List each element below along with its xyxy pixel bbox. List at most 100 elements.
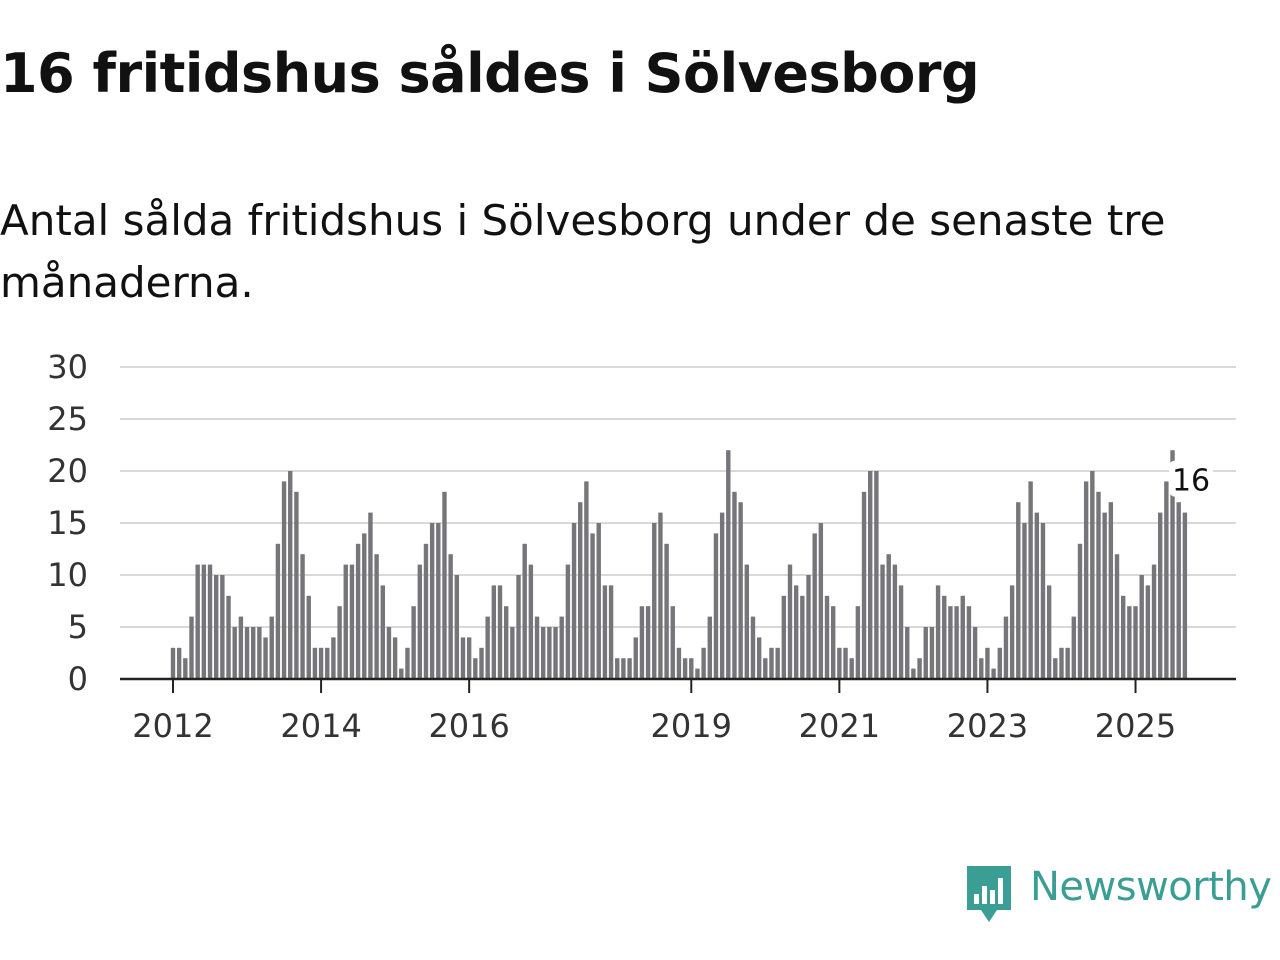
bar <box>985 647 990 679</box>
bar <box>608 585 614 679</box>
bar <box>713 533 719 679</box>
bar <box>1145 585 1151 679</box>
bar <box>905 627 910 679</box>
bar <box>645 606 651 679</box>
bar <box>232 627 237 679</box>
bar <box>1158 512 1163 679</box>
bar <box>183 658 188 679</box>
bar <box>1102 512 1107 679</box>
bar <box>1040 523 1046 679</box>
bar <box>244 627 250 679</box>
bar <box>874 471 879 679</box>
value-label-background <box>1169 460 1214 497</box>
x-tick-label: 2019 <box>651 707 732 745</box>
bar <box>275 543 281 679</box>
bar <box>213 575 219 679</box>
bar <box>337 606 342 679</box>
bar <box>732 491 737 679</box>
bar <box>1034 512 1039 679</box>
bar <box>362 533 367 679</box>
bar <box>1133 606 1138 679</box>
bar <box>861 491 867 679</box>
bar <box>399 668 404 679</box>
bar <box>257 627 262 679</box>
y-tick-label: 10 <box>47 556 88 594</box>
bar <box>349 564 355 679</box>
x-tick-label: 2023 <box>947 707 1028 745</box>
bar <box>1071 616 1077 679</box>
bar <box>380 585 385 679</box>
bar <box>769 647 774 679</box>
bar <box>868 471 873 679</box>
bar <box>466 637 472 679</box>
bar <box>701 647 706 679</box>
bar <box>843 647 848 679</box>
bar <box>565 564 571 679</box>
bar <box>269 616 274 679</box>
bar <box>473 658 478 679</box>
y-tick-label: 20 <box>47 452 88 490</box>
bar <box>793 585 799 679</box>
bar <box>392 637 398 679</box>
bar <box>201 564 207 679</box>
bar <box>929 627 935 679</box>
bar <box>664 543 669 679</box>
bar <box>503 606 509 679</box>
bar <box>331 637 336 679</box>
bar <box>652 523 657 679</box>
x-tick-label: 2025 <box>1095 707 1176 745</box>
bar <box>997 647 1002 679</box>
bar <box>633 637 638 679</box>
bar <box>744 564 750 679</box>
bar <box>559 616 564 679</box>
bar <box>300 554 305 679</box>
bar <box>534 616 540 679</box>
bar <box>1127 606 1132 679</box>
bar <box>411 606 416 679</box>
bar <box>541 627 546 679</box>
brand-name: Newsworthy <box>1030 864 1272 910</box>
bar <box>491 585 497 679</box>
bar <box>812 533 817 679</box>
bar <box>386 627 392 679</box>
brand-logo: Newsworthy <box>964 864 1272 926</box>
bar <box>689 658 694 679</box>
bar <box>405 647 410 679</box>
bar <box>923 627 928 679</box>
bar <box>195 564 200 679</box>
bar <box>942 595 947 679</box>
bar <box>263 637 268 679</box>
bar <box>516 575 521 679</box>
chart-subtitle: Antal sålda fritidshus i Sölvesborg unde… <box>0 196 1166 307</box>
bar <box>1114 554 1120 679</box>
bar <box>954 606 959 679</box>
bar <box>417 564 422 679</box>
bar <box>510 627 515 679</box>
bar <box>892 564 898 679</box>
bar <box>176 647 182 679</box>
bar <box>1003 616 1009 679</box>
bar <box>911 668 916 679</box>
bar <box>824 595 830 679</box>
x-tick-label: 2012 <box>132 707 213 745</box>
bar <box>1139 575 1144 679</box>
bar <box>781 595 787 679</box>
x-tick-label: 2014 <box>280 707 361 745</box>
bar <box>485 616 490 679</box>
bar <box>1028 481 1033 679</box>
bar <box>460 637 466 679</box>
bar <box>423 543 429 679</box>
bar <box>639 606 645 679</box>
chart-title: 16 fritidshus såldes i Sölvesborg <box>0 42 980 105</box>
y-tick-label: 30 <box>47 348 88 386</box>
bar <box>374 554 379 679</box>
bar <box>979 658 984 679</box>
x-axis-labels: 2012 2014 2016 2019 2021 2023 2025 <box>132 707 1176 745</box>
newsworthy-logo-icon <box>967 866 1011 922</box>
bar <box>294 491 299 679</box>
bar <box>1016 502 1021 679</box>
bar <box>806 575 811 679</box>
bar <box>596 523 601 679</box>
bar <box>442 491 447 679</box>
bar <box>251 627 256 679</box>
